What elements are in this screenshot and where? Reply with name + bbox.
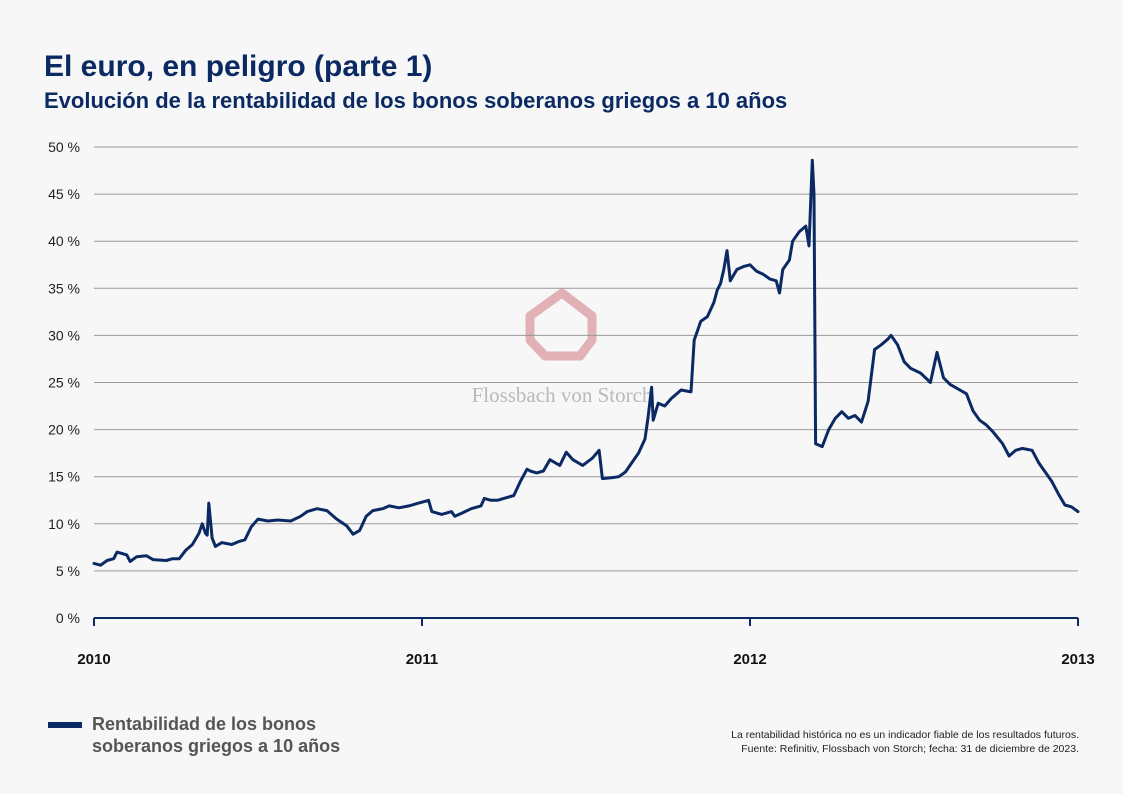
chart-subtitle: Evolución de la rentabilidad de los bono… (44, 88, 788, 113)
y-axis-ticks: 0 % 5 % 10 % 15 % 20 % 25 % 30 % 35 % 40 % 45 % 50… (48, 139, 80, 626)
disclaimer-note: La rentabilidad histórica no es un indic… (731, 729, 1079, 741)
source-note: Fuente: Refinitiv, Flossbach von Storch;… (741, 743, 1079, 755)
legend-label: Rentabilidad de los bonos soberanos grie… (92, 714, 341, 756)
y-tick-label: 20 % (48, 422, 80, 438)
y-tick-label: 30 % (48, 327, 80, 343)
x-tick-label: 2012 (733, 651, 766, 668)
y-tick-label: 45 % (48, 186, 80, 202)
series-line-greek-10y-yield (92, 158, 1080, 567)
y-tick-label: 50 % (48, 139, 80, 155)
legend: Rentabilidad de los bonos soberanos grie… (48, 713, 372, 757)
chart-title: El euro, en peligro (parte 1) (44, 50, 433, 83)
y-tick-label: 10 % (48, 516, 80, 532)
y-tick-label: 15 % (48, 469, 80, 485)
footnotes: La rentabilidad histórica no es un indic… (731, 728, 1079, 756)
y-tick-label: 5 % (56, 563, 80, 579)
y-tick-label: 40 % (48, 233, 80, 249)
x-tick-label: 2010 (77, 651, 110, 668)
y-tick-label: 0 % (56, 610, 80, 626)
x-tick-label: 2013 (1061, 651, 1094, 668)
y-tick-label: 25 % (48, 375, 80, 391)
grid-lines (94, 146, 1078, 572)
x-axis: 2010 2011 2012 2013 (77, 617, 1095, 668)
x-tick-label: 2011 (406, 651, 439, 668)
legend-swatch (48, 722, 82, 728)
watermark-text: Flossbach von Storch (472, 383, 653, 407)
y-tick-label: 35 % (48, 280, 80, 296)
flossbach-logo-watermark-icon (525, 288, 597, 361)
line-chart: Flossbach von Storch 0 % 5 % 10 % 15 % 20 % 2… (48, 139, 1095, 668)
